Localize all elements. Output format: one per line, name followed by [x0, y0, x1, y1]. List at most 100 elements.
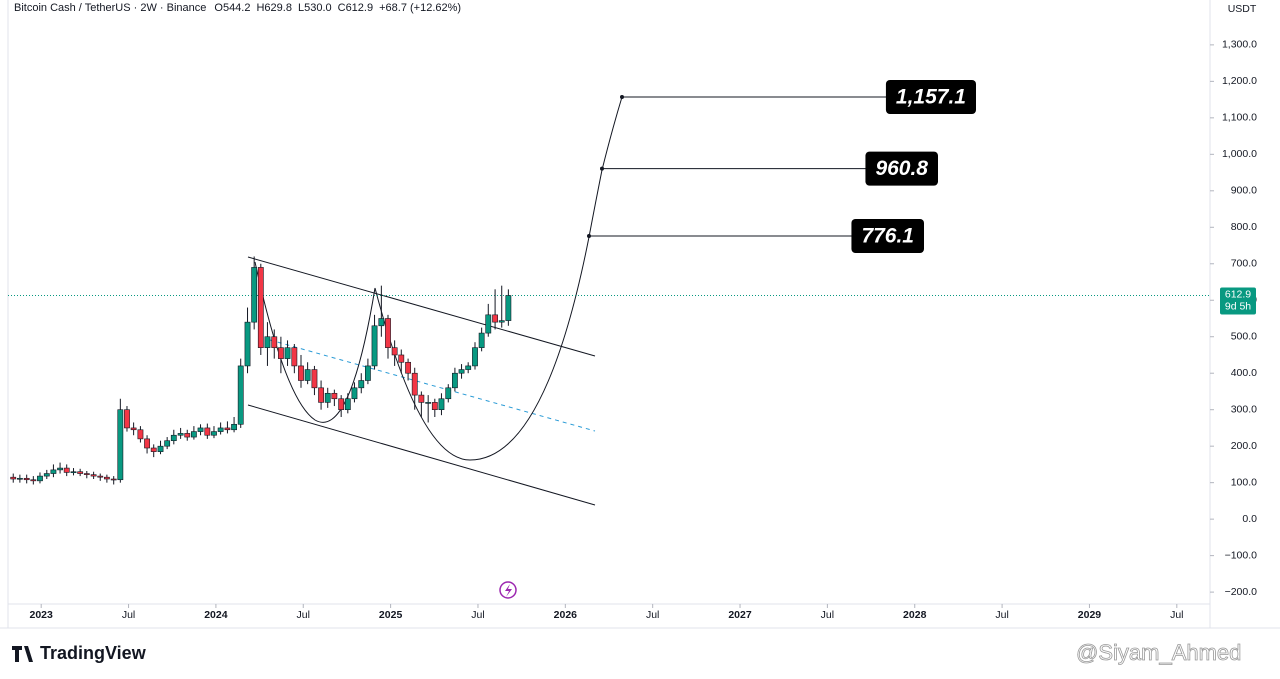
candle-body	[492, 314, 498, 323]
y-tick-label: 100.0	[1231, 476, 1257, 488]
candle-body	[485, 314, 492, 334]
target-label: 960.8	[875, 157, 928, 180]
x-tick-label: 2028	[903, 609, 927, 621]
y-tick-label: 900.0	[1231, 185, 1257, 197]
y-tick-label: 1,100.0	[1222, 112, 1257, 124]
ohlc-label: O544.2	[214, 2, 250, 14]
candle-body	[418, 394, 425, 403]
candle-body	[23, 477, 30, 481]
x-tick-label: 2027	[728, 609, 752, 621]
candle-body	[90, 474, 97, 477]
candle-body	[50, 469, 57, 474]
candle-body	[190, 431, 197, 438]
candle-body	[77, 471, 84, 474]
candle-body	[498, 320, 505, 323]
y-tick-label: 800.0	[1231, 221, 1257, 233]
candle-body	[311, 369, 318, 389]
candle-body	[445, 387, 452, 400]
y-tick-label: 700.0	[1231, 258, 1257, 270]
candle-body	[465, 365, 472, 370]
candle-body	[110, 478, 117, 481]
last-price-label: 612.9	[1225, 288, 1251, 300]
watermark: @Siyam_Ahmed	[1076, 640, 1241, 665]
y-tick-label: 1,000.0	[1222, 148, 1257, 160]
candle-body	[157, 445, 164, 452]
candle-body	[30, 479, 37, 482]
candle-body	[70, 471, 77, 474]
candle-body	[298, 365, 304, 381]
candle-body	[324, 392, 331, 403]
candle-body	[378, 318, 385, 327]
y-tick-label: 1,200.0	[1222, 75, 1257, 87]
channel-bottom	[247, 404, 596, 506]
channel-top	[247, 256, 596, 357]
candle-body	[318, 387, 324, 403]
candle-body	[184, 433, 191, 438]
candle-body	[304, 369, 311, 381]
candle-body	[83, 473, 90, 475]
candle-body	[391, 347, 398, 356]
ohlc-label: H629.8	[256, 2, 291, 14]
y-tick-label: 1,300.0	[1222, 39, 1257, 51]
x-tick-label: 2024	[204, 609, 228, 621]
brand-name: TradingView	[40, 643, 147, 663]
candle-body	[231, 423, 237, 431]
candle-body	[331, 392, 338, 400]
target-label-group: 1,157.1	[885, 80, 976, 115]
candle-body	[43, 473, 50, 477]
countdown: 9d 5h	[1225, 300, 1251, 312]
x-tick-label: Jul	[1170, 609, 1183, 621]
candle-body	[103, 476, 110, 480]
target-label-group: 776.1	[851, 219, 924, 254]
x-tick-label: Jul	[646, 609, 659, 621]
candle-body	[385, 318, 391, 348]
last-price-box	[1220, 287, 1256, 315]
candle-body	[57, 467, 63, 471]
x-tick-label: Jul	[471, 609, 484, 621]
channel-mid	[269, 339, 596, 432]
y-tick-label: 0.0	[1242, 513, 1257, 525]
candle-body	[405, 361, 411, 374]
header: Bitcoin Cash / TetherUS · 2W · Binance O…	[14, 2, 461, 14]
y-tick-label: −200.0	[1225, 586, 1258, 598]
candle-body	[124, 409, 130, 429]
candle-body	[271, 336, 278, 348]
candle-body	[244, 321, 251, 367]
y-tick-label: −100.0	[1225, 549, 1258, 561]
candle-body	[224, 427, 231, 431]
candle-body	[458, 369, 465, 374]
target-box	[851, 219, 924, 254]
candle-body	[431, 402, 438, 410]
candle-body	[237, 365, 244, 425]
y-tick-label: 300.0	[1231, 403, 1257, 415]
x-tick-label: 2023	[30, 609, 54, 621]
y-tick-label: 400.0	[1231, 367, 1257, 379]
candle-body	[398, 354, 405, 363]
candle-body	[251, 267, 258, 323]
x-tick-label: 2029	[1078, 609, 1102, 621]
unit-label: USDT	[1228, 3, 1257, 15]
target-label-group: 960.8	[865, 151, 938, 186]
brand: TradingView @Siyam_Ahmed	[12, 639, 1242, 665]
candle-body	[170, 434, 177, 442]
ohlc-label: +68.7 (+12.62%)	[379, 2, 461, 14]
candle-body	[264, 336, 271, 348]
candle-body	[371, 325, 378, 367]
target-label: 776.1	[861, 225, 914, 248]
candle-body	[425, 402, 432, 404]
candle-body	[97, 475, 104, 478]
candle-body	[137, 429, 144, 440]
ohlc-label: L530.0	[298, 2, 332, 14]
candle-body	[438, 398, 445, 410]
candle-body	[351, 387, 358, 400]
candle-body	[505, 295, 512, 321]
symbol-title: Bitcoin Cash / TetherUS · 2W · Binance	[14, 2, 206, 14]
candle-body	[211, 431, 217, 436]
candle-body	[365, 365, 371, 381]
x-tick-label: Jul	[297, 609, 310, 621]
target-box	[885, 80, 976, 115]
x-tick-label: 2025	[379, 609, 403, 621]
ohlc-label: C612.9	[338, 2, 373, 14]
candle-body	[472, 347, 478, 367]
candle-body	[204, 427, 211, 436]
